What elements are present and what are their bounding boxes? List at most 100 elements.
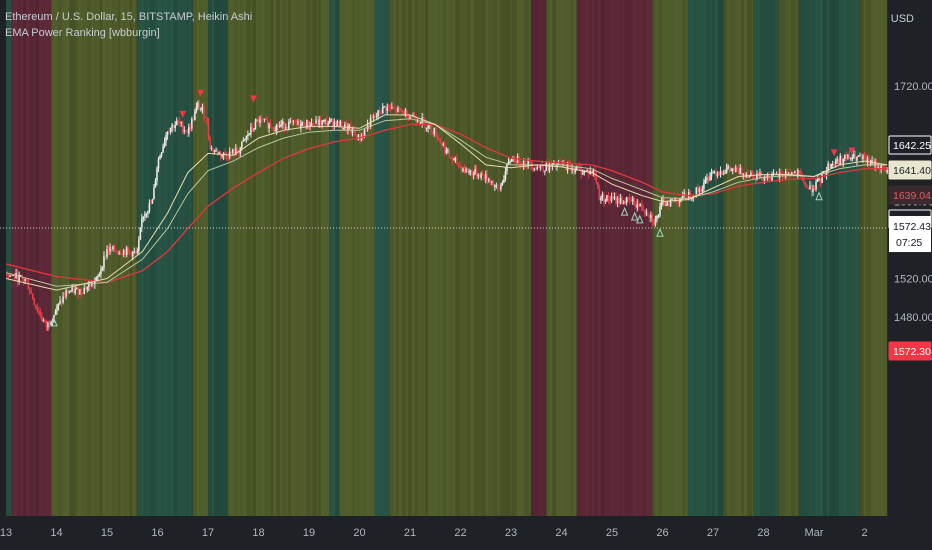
bear-candle-body	[394, 108, 396, 110]
bear-candle-body	[848, 154, 851, 159]
symbol-legend[interactable]: Ethereum / U.S. Dollar, 15, BITSTAMP, He…	[5, 11, 253, 23]
bear-candle-body	[172, 125, 175, 129]
band-stripe	[425, 0, 429, 516]
bear-candle-body	[531, 165, 534, 170]
bear-candle-body	[783, 175, 786, 177]
bear-candle-body	[486, 173, 489, 181]
band-stripe	[407, 0, 412, 516]
bear-candle-body	[410, 116, 413, 118]
bull-candle-body	[156, 168, 158, 181]
bear-candle-body	[677, 201, 679, 204]
band-stripe	[389, 0, 394, 516]
bull-candle-body	[731, 168, 734, 170]
bull-candle-body	[259, 118, 261, 123]
bear-candle-body	[541, 166, 543, 170]
bear-candle-body	[560, 163, 563, 165]
band-stripe	[161, 0, 165, 516]
band-stripe	[23, 0, 27, 516]
bull-candle-body	[847, 154, 849, 159]
bull-candle-body	[631, 198, 634, 202]
bear-candle-body	[110, 247, 113, 250]
band-stripe	[600, 0, 605, 516]
bull-candle-body	[574, 170, 576, 173]
band-stripe	[143, 0, 149, 516]
bull-candle-body	[665, 205, 667, 207]
band-stripe	[270, 0, 274, 516]
band-stripe	[335, 0, 341, 516]
bull-candle-body	[713, 171, 716, 173]
bull-candle-body	[500, 184, 502, 190]
indicator-legend[interactable]: EMA Power Ranking [wbburgin]	[5, 27, 160, 39]
bear-candle-body	[204, 116, 207, 118]
band-olive	[778, 0, 799, 516]
bull-candle-body	[171, 125, 173, 128]
bull-candle-body	[275, 124, 278, 131]
band-red	[576, 0, 653, 516]
price-tags: 1642.251641.401639.041627.751572.301572.…	[888, 135, 932, 361]
bull-candle-body	[706, 177, 708, 180]
time-axis-panel[interactable]	[0, 516, 932, 550]
band-stripe	[771, 0, 776, 516]
price-tag-label: 1641.40	[893, 165, 931, 177]
bear-candle-body	[534, 168, 537, 170]
bull-candle-body	[616, 198, 619, 204]
buy-signal-marker	[50, 317, 58, 327]
band-stripe	[723, 0, 728, 516]
bull-candle-body	[447, 149, 449, 151]
bear-candle-body	[178, 121, 181, 124]
bull-candle-body	[771, 174, 773, 181]
bear-candle-body	[150, 203, 152, 205]
bull-candle-body	[790, 172, 793, 175]
bull-candle-body	[766, 174, 769, 179]
band-stripe	[487, 0, 494, 516]
band-stripe	[357, 0, 361, 516]
band-olive	[389, 0, 426, 516]
buy-signal-marker	[630, 211, 639, 221]
band-stripe	[594, 0, 598, 516]
x-tick-label: 16	[151, 527, 163, 539]
bull-candle-body	[94, 280, 96, 285]
bull-candle-body	[556, 164, 558, 167]
band-green	[374, 0, 390, 516]
bull-candle-body	[544, 170, 546, 172]
bull-candle-body	[221, 155, 223, 157]
bear-candle-body	[642, 209, 645, 211]
bear-candle-body	[104, 256, 107, 258]
bull-candle-body	[610, 196, 613, 201]
bear-candle-body	[31, 293, 34, 300]
bear-candle-body	[728, 165, 731, 171]
bull-candle-body	[703, 182, 705, 189]
bull-candle-body	[625, 197, 628, 204]
bear-candle-body	[6, 273, 8, 277]
price-axis-panel[interactable]	[888, 0, 932, 516]
band-stripe	[883, 0, 888, 516]
bull-candle-body	[336, 120, 339, 127]
bear-candle-body	[198, 102, 201, 110]
band-stripe	[804, 0, 810, 516]
bull-candle-body	[348, 125, 351, 127]
bull-candle-body	[133, 251, 136, 253]
bull-candle-body	[78, 288, 81, 295]
band-stripe	[778, 0, 785, 516]
band-stripe	[282, 0, 288, 516]
bear-candle-body	[744, 173, 746, 178]
bear-candle-body	[331, 119, 334, 127]
bull-candle-body	[877, 167, 879, 169]
price-tag-label: 1639.04	[893, 190, 931, 202]
bear-candle-body	[651, 215, 654, 222]
bull-candle-body	[106, 249, 108, 257]
bull-candle-body	[575, 166, 578, 171]
band-stripe	[69, 0, 76, 516]
bear-candle-body	[107, 249, 110, 252]
bear-candle-body	[374, 116, 376, 118]
bear-candle-body	[431, 131, 434, 134]
bull-candle-body	[218, 152, 220, 155]
x-axis-ticks: 13 14 15 16 17 18 19 20 21 22 23 24 25 26 27 28 Mar 2	[0, 527, 868, 539]
bear-candle-body	[312, 123, 314, 125]
band-stripe	[682, 0, 686, 516]
bull-candle-body	[200, 109, 202, 111]
band-stripe	[822, 0, 827, 516]
bull-candle-body	[662, 199, 664, 203]
band-stripe	[57, 0, 63, 516]
